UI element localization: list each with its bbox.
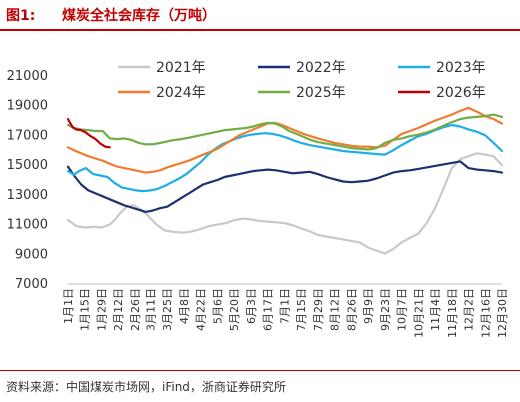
x-tick-label: 7月1日 — [278, 288, 291, 324]
figure-header: 图1: 煤炭全社会库存（万吨） — [0, 0, 520, 31]
x-tick-label: 10月21日 — [412, 288, 425, 338]
legend-label: 2022年 — [296, 60, 346, 76]
x-tick-label: 11月18日 — [446, 288, 459, 338]
legend-label: 2024年 — [156, 85, 206, 101]
series-line-2026年 — [66, 118, 111, 149]
coal-inventory-line-chart: 7000 9000 11000 13000 15000 17000 19000 21000 1月… — [7, 60, 509, 338]
y-tick-label: 17000 — [7, 128, 48, 143]
figure-source: 资料来源：中国煤炭市场网，iFind，浙商证券研究所 — [6, 380, 286, 394]
series-line-2025年 — [66, 113, 504, 151]
x-tick-label: 3月11日 — [144, 288, 157, 331]
x-tick-label: 1月15日 — [79, 288, 92, 331]
x-tick-label: 4月22日 — [195, 288, 208, 331]
legend-label: 2023年 — [436, 60, 486, 76]
series-line-2023年 — [66, 123, 504, 193]
x-tick-label: 9月23日 — [379, 288, 392, 331]
x-tick-label: 4月8日 — [178, 288, 191, 324]
legend-label: 2021年 — [156, 60, 206, 76]
x-tick-label: 7月15日 — [295, 288, 308, 331]
x-tick-label: 9月9日 — [362, 288, 375, 324]
x-tick-label: 6月17日 — [262, 288, 275, 331]
x-tick-label: 12月16日 — [479, 288, 492, 338]
x-tick-label: 6月3日 — [245, 288, 258, 324]
y-tick-label: 7000 — [15, 277, 48, 292]
x-tick-label: 5月20日 — [228, 288, 241, 331]
footer-divider — [0, 370, 520, 371]
x-tick-label: 3月25日 — [161, 288, 174, 331]
x-tick-label: 1月29日 — [95, 288, 108, 331]
series-line-2022年 — [66, 160, 504, 213]
x-tick-label: 2月26日 — [129, 288, 142, 331]
x-tick-label: 8月26日 — [345, 288, 358, 331]
y-tick-label: 19000 — [7, 99, 48, 114]
x-tick-label: 11月4日 — [429, 288, 442, 331]
y-tick-label: 15000 — [7, 158, 48, 173]
y-tick-label: 9000 — [15, 247, 48, 262]
x-tick-label: 12月2日 — [463, 288, 476, 331]
legend-label: 2026年 — [436, 85, 486, 101]
legend-label: 2025年 — [296, 85, 346, 101]
y-tick-label: 21000 — [7, 69, 48, 84]
y-tick-label: 11000 — [7, 218, 48, 233]
y-tick-label: 13000 — [7, 188, 48, 203]
x-tick-label: 5月6日 — [211, 288, 224, 324]
x-tick-label: 12月30日 — [496, 288, 509, 338]
header-divider — [0, 29, 520, 31]
x-tick-label: 8月12日 — [329, 288, 342, 331]
x-tick-label: 2月12日 — [112, 288, 125, 331]
x-tick-label: 1月1日 — [62, 288, 75, 324]
figure-title: 煤炭全社会库存（万吨） — [62, 8, 216, 24]
figure-label: 图1: — [6, 8, 36, 24]
x-tick-label: 10月7日 — [396, 288, 409, 331]
series-line-2021年 — [66, 152, 504, 255]
x-tick-label: 7月29日 — [312, 288, 325, 331]
